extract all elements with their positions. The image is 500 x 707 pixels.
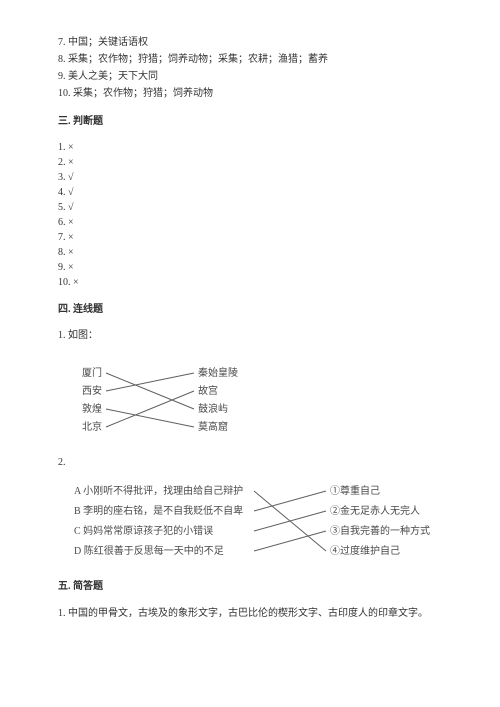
match-right-item: ③自我完善的一种方式 bbox=[330, 524, 430, 540]
section-4-title: 四. 连线题 bbox=[58, 302, 442, 318]
section-3-title: 三. 判断题 bbox=[58, 114, 442, 130]
match-left-item: A 小刚听不得批评，找理由给自己辩护 bbox=[74, 484, 243, 500]
judge-item: 8. × bbox=[58, 245, 442, 260]
match-left-item: C 妈妈常常原谅孩子犯的小错误 bbox=[74, 524, 213, 540]
match-left-item: 敦煌 bbox=[82, 402, 102, 418]
judge-item: 9. × bbox=[58, 260, 442, 275]
match-right-item: 秦始皇陵 bbox=[198, 366, 238, 382]
judge-item: 4. √ bbox=[58, 185, 442, 200]
section-5-body: 1. 中国的甲骨文，古埃及的象形文字，古巴比伦的楔形文字、古印度人的印章文字。 bbox=[58, 605, 442, 622]
judge-list: 1. × 2. × 3. √ 4. √ 5. √ 6. × 7. × 8. × … bbox=[58, 140, 442, 290]
answer-line: 7. 中国；关键话语权 bbox=[58, 35, 442, 51]
judge-item: 1. × bbox=[58, 140, 442, 155]
judge-item: 3. √ bbox=[58, 170, 442, 185]
matching-diagram-1: 厦门西安敦煌北京 秦始皇陵故宫鼓浪屿莫高窟 bbox=[58, 363, 338, 441]
match-right-item: ①尊重自己 bbox=[330, 484, 380, 500]
match-left-item: D 陈红很善于反思每一天中的不足 bbox=[74, 544, 224, 560]
q2-label: 2. bbox=[58, 455, 442, 471]
match-right-item: ②金无足赤人无完人 bbox=[330, 504, 420, 520]
judge-item: 2. × bbox=[58, 155, 442, 170]
match-right-item: 莫高窟 bbox=[198, 420, 228, 436]
match-left-item: 西安 bbox=[82, 384, 102, 400]
answer-line: 10. 采集；农作物；狩猎；饲养动物 bbox=[58, 86, 442, 102]
answer-line: 8. 采集；农作物；狩猎；饲养动物；采集；农耕；渔猎；蓄养 bbox=[58, 52, 442, 68]
match-left-item: B 李明的座右铭，是不自我贬低不自卑 bbox=[74, 504, 243, 520]
match-right-item: 鼓浪屿 bbox=[198, 402, 228, 418]
match-right-item: 故宫 bbox=[198, 384, 218, 400]
match-right-item: ④过度维护自己 bbox=[330, 544, 400, 560]
judge-item: 7. × bbox=[58, 230, 442, 245]
judge-item: 5. √ bbox=[58, 200, 442, 215]
judge-item: 10. × bbox=[58, 275, 442, 290]
matching-diagram-2: A 小刚听不得批评，找理由给自己辩护 B 李明的座右铭，是不自我贬低不自卑 C 妈妈… bbox=[58, 481, 438, 565]
section-5-title: 五. 简答题 bbox=[58, 579, 442, 595]
answer-line: 9. 美人之美；天下大同 bbox=[58, 69, 442, 85]
q1-label: 1. 如图： bbox=[58, 328, 442, 344]
judge-item: 6. × bbox=[58, 215, 442, 230]
match-left-item: 厦门 bbox=[82, 366, 102, 382]
answers-block: 7. 中国；关键话语权 8. 采集；农作物；狩猎；饲养动物；采集；农耕；渔猎；蓄… bbox=[58, 35, 442, 102]
match-left-item: 北京 bbox=[82, 420, 102, 436]
